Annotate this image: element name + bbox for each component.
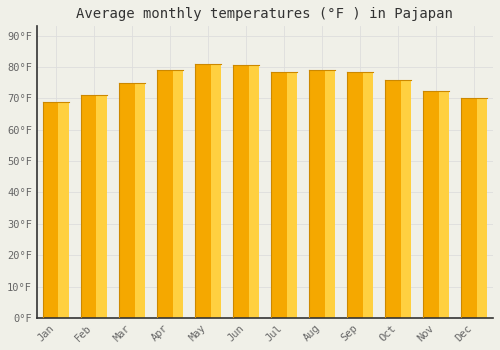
Bar [346,72,362,318]
Bar [96,95,107,318]
Bar [172,70,183,318]
Bar [270,72,286,318]
Bar [156,70,172,318]
Bar [460,98,476,318]
Bar [58,102,69,318]
Bar [134,83,145,318]
Bar [384,79,400,318]
Bar [324,70,336,318]
Bar [476,98,488,318]
Bar [248,65,259,318]
Bar [42,102,58,318]
Bar [362,72,374,318]
Bar [232,65,248,318]
Bar [308,70,324,318]
Bar [422,91,438,318]
Bar [118,83,134,318]
Bar [438,91,450,318]
Bar [80,95,96,318]
Bar [194,64,210,318]
Bar [400,79,411,318]
Title: Average monthly temperatures (°F ) in Pajapan: Average monthly temperatures (°F ) in Pa… [76,7,454,21]
Bar [210,64,221,318]
Bar [286,72,297,318]
